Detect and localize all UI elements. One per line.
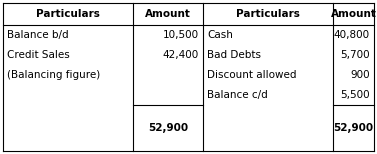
Text: Particulars: Particulars: [236, 9, 300, 19]
Text: Credit Sales: Credit Sales: [7, 50, 70, 60]
Text: 5,700: 5,700: [340, 50, 370, 60]
Text: Balance c/d: Balance c/d: [207, 90, 268, 100]
Text: Amount: Amount: [145, 9, 191, 19]
Text: Amount: Amount: [331, 9, 377, 19]
Text: 10,500: 10,500: [163, 30, 199, 40]
Text: Balance b/d: Balance b/d: [7, 30, 69, 40]
Text: 52,900: 52,900: [333, 123, 374, 133]
Text: 42,400: 42,400: [163, 50, 199, 60]
Text: Cash: Cash: [207, 30, 233, 40]
Text: Particulars: Particulars: [36, 9, 100, 19]
Text: 900: 900: [350, 70, 370, 80]
Text: (Balancing figure): (Balancing figure): [7, 70, 100, 80]
Text: 40,800: 40,800: [334, 30, 370, 40]
Text: Discount allowed: Discount allowed: [207, 70, 296, 80]
Text: Bad Debts: Bad Debts: [207, 50, 261, 60]
Text: 5,500: 5,500: [340, 90, 370, 100]
Text: 52,900: 52,900: [148, 123, 188, 133]
